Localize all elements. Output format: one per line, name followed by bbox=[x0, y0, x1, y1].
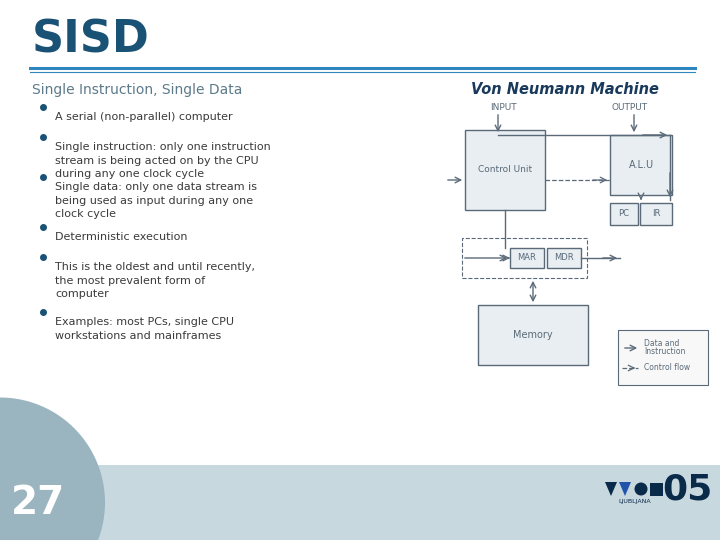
Text: INPUT: INPUT bbox=[490, 104, 517, 112]
Text: Deterministic execution: Deterministic execution bbox=[55, 232, 187, 242]
Text: 27: 27 bbox=[11, 483, 65, 522]
Text: MAR: MAR bbox=[518, 253, 536, 262]
Text: Single data: only one data stream is
being used as input during any one
clock cy: Single data: only one data stream is bei… bbox=[55, 182, 257, 219]
Text: Memory: Memory bbox=[513, 330, 553, 340]
Text: Instruction: Instruction bbox=[644, 348, 685, 356]
Bar bbox=[650, 483, 663, 496]
Text: OUTPUT: OUTPUT bbox=[612, 104, 648, 112]
Text: SISD: SISD bbox=[32, 18, 150, 62]
Text: Single Instruction, Single Data: Single Instruction, Single Data bbox=[32, 83, 243, 97]
Text: LJUBLJANA: LJUBLJANA bbox=[618, 500, 652, 504]
Bar bbox=[510, 248, 544, 268]
Polygon shape bbox=[0, 465, 720, 540]
Text: IR: IR bbox=[652, 210, 660, 219]
Bar bbox=[640, 203, 672, 225]
Polygon shape bbox=[619, 482, 631, 496]
Polygon shape bbox=[0, 397, 105, 540]
Text: Control flow: Control flow bbox=[644, 363, 690, 373]
Polygon shape bbox=[605, 482, 617, 496]
Text: 05: 05 bbox=[662, 472, 712, 506]
Text: Single instruction: only one instruction
stream is being acted on by the CPU
dur: Single instruction: only one instruction… bbox=[55, 142, 271, 179]
Bar bbox=[618, 330, 708, 385]
Text: This is the oldest and until recently,
the most prevalent form of
computer: This is the oldest and until recently, t… bbox=[55, 262, 255, 299]
Text: Data and: Data and bbox=[644, 340, 680, 348]
Text: A serial (non-parallel) computer: A serial (non-parallel) computer bbox=[55, 112, 233, 122]
Bar bbox=[465, 130, 545, 210]
Text: Examples: most PCs, single CPU
workstations and mainframes: Examples: most PCs, single CPU workstati… bbox=[55, 317, 234, 341]
Text: PC: PC bbox=[618, 210, 629, 219]
Text: Von Neumann Machine: Von Neumann Machine bbox=[471, 83, 659, 98]
Circle shape bbox=[634, 483, 647, 496]
Text: Control Unit: Control Unit bbox=[478, 165, 532, 174]
Bar bbox=[462, 238, 587, 278]
Text: MDR: MDR bbox=[554, 253, 574, 262]
Bar bbox=[610, 203, 638, 225]
Bar bbox=[610, 135, 672, 195]
Text: A.L.U: A.L.U bbox=[629, 160, 654, 170]
Bar bbox=[547, 248, 581, 268]
Bar bbox=[478, 305, 588, 365]
